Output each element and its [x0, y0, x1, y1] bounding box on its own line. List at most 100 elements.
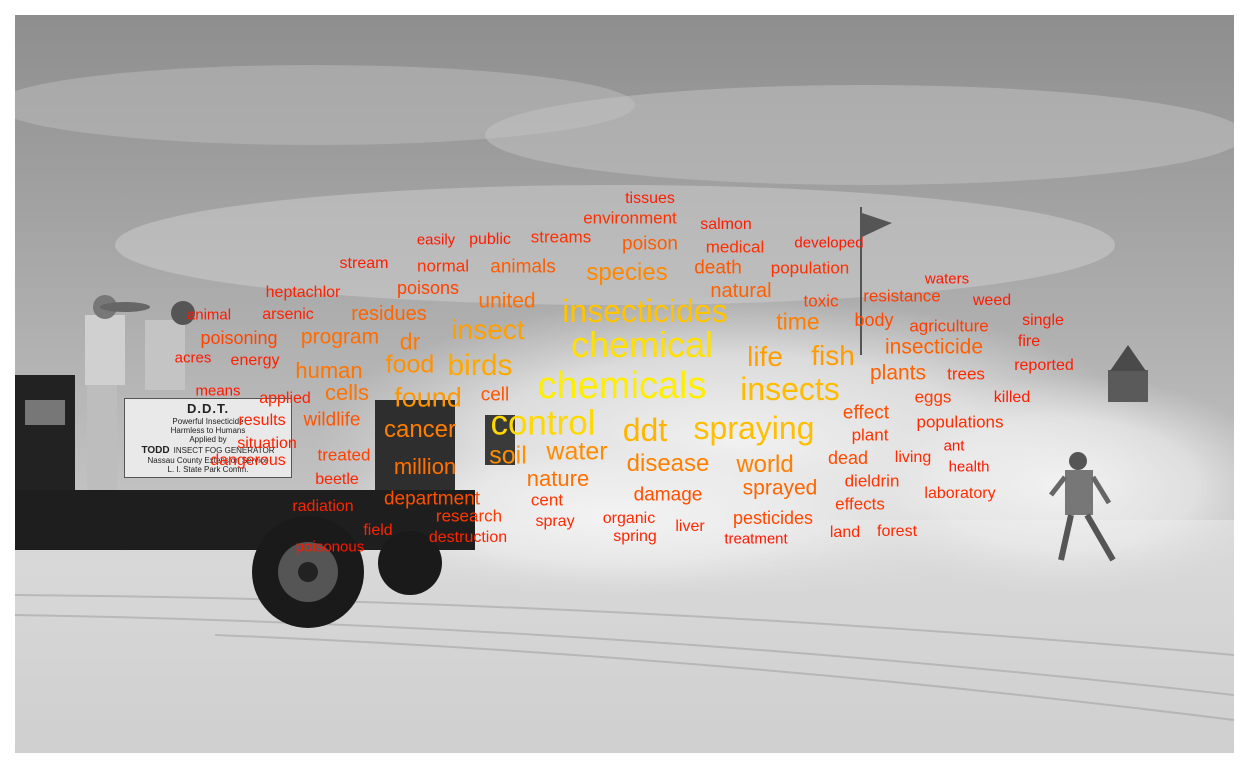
cloud-word-residues: residues: [351, 303, 427, 325]
cloud-word-beetle: beetle: [315, 471, 359, 488]
cloud-word-liver: liver: [675, 518, 705, 535]
cloud-word-cent: cent: [530, 490, 564, 510]
cloud-word-natural: natural: [710, 280, 772, 302]
cloud-word-damage: damage: [633, 484, 703, 506]
cloud-word-ddt: ddt: [622, 412, 668, 448]
cloud-word-animals: animals: [490, 256, 556, 278]
cloud-word-spray: spray: [535, 513, 575, 530]
cloud-word-trees: trees: [947, 364, 985, 384]
cloud-word-million: million: [393, 454, 457, 479]
cloud-word-poisonous: poisonous: [295, 538, 365, 556]
cloud-word-food: food: [385, 350, 435, 379]
cloud-word-water: water: [546, 437, 608, 466]
sign-line: Powerful Insecticide: [172, 416, 244, 426]
cloud-word-organic: organic: [602, 510, 656, 527]
cloud-word-salmon: salmon: [700, 216, 752, 233]
cloud-word-insecticide: insecticide: [884, 335, 984, 359]
cloud-word-acres: acres: [174, 349, 212, 367]
truck: [15, 375, 515, 628]
beach-spraying-scene: [15, 15, 1234, 753]
cloud-word-dieldrin: dieldrin: [844, 471, 900, 491]
cloud-word-field: field: [363, 522, 393, 539]
flagpole: [860, 207, 892, 355]
cloud-word-poisons: poisons: [396, 278, 460, 298]
cloud-word-population: population: [770, 258, 850, 278]
cloud-word-insecticides: insecticides: [562, 293, 728, 329]
cloud-word-living: living: [894, 449, 932, 466]
background-photo: [15, 15, 1234, 753]
cloud-word-birds: birds: [447, 349, 513, 382]
cloud-word-ant: ant: [943, 437, 965, 455]
cloud-word-dead: dead: [827, 448, 869, 468]
sign-brand: TODD: [141, 444, 170, 456]
cloud-word-single: single: [1022, 312, 1064, 329]
cloud-word-spring: spring: [613, 528, 657, 545]
cloud-word-research: research: [435, 506, 503, 526]
cloud-word-found: found: [394, 382, 462, 413]
cloud-word-destruction: destruction: [428, 529, 508, 546]
sign-line: Harmless to Humans: [170, 426, 246, 436]
cloud-word-radiation: radiation: [292, 498, 354, 515]
workers: [85, 295, 195, 490]
cloud-word-toxic: toxic: [803, 291, 839, 311]
cloud-word-normal: normal: [417, 256, 469, 276]
cloud-word-streams: streams: [530, 227, 592, 247]
cloud-word-death: death: [694, 257, 742, 279]
cloud-word-effects: effects: [835, 494, 885, 514]
cloud-word-waters: waters: [924, 270, 970, 288]
cloud-word-stream: stream: [339, 255, 389, 272]
cloud-word-nature: nature: [526, 466, 590, 491]
cloud-word-treatment: treatment: [724, 530, 788, 548]
cloud-word-disease: disease: [626, 450, 710, 477]
cloud-word-resistance: resistance: [863, 286, 941, 306]
cloud-word-soil: soil: [489, 441, 527, 470]
sign-line: Applied by: [189, 435, 227, 445]
cloud-word-life: life: [747, 341, 783, 372]
cloud-word-control: control: [490, 403, 596, 443]
cloud-word-killed: killed: [993, 389, 1031, 406]
cloud-word-chemicals: chemicals: [537, 365, 707, 407]
sign-line: INSECT FOG GENERATOR: [173, 445, 275, 455]
cloud-word-populations: populations: [916, 412, 1004, 432]
cloud-word-heptachlor: heptachlor: [265, 284, 341, 301]
sign-title: D.D.T.: [186, 401, 230, 416]
cloud-word-agriculture: agriculture: [909, 316, 989, 336]
cloud-word-program: program: [300, 325, 380, 349]
cloud-word-insect: insect: [451, 314, 525, 345]
cloud-word-public: public: [469, 231, 511, 248]
cloud-word-animal: animal: [186, 306, 232, 324]
cloud-word-world: world: [736, 451, 794, 478]
cloud-word-developed: developed: [794, 234, 864, 252]
cloud-word-arsenic: arsenic: [262, 306, 314, 323]
cloud-word-dangerous: dangerous: [210, 452, 286, 469]
cloud-word-body: body: [854, 310, 894, 330]
cloud-word-energy: energy: [230, 352, 280, 369]
tower: [1108, 345, 1148, 402]
cloud-word-plant: plant: [851, 425, 889, 445]
sign-line: L. I. State Park Comm.: [167, 465, 249, 475]
cloud-word-fire: fire: [1017, 333, 1041, 350]
cloud-word-forest: forest: [876, 523, 918, 540]
cloud-word-health: health: [948, 458, 990, 476]
cloud-word-effect: effect: [842, 402, 890, 424]
cloud-word-wildlife: wildlife: [303, 409, 361, 431]
cloud-word-sprayed: sprayed: [742, 476, 818, 500]
cloud-word-situation: situation: [237, 435, 297, 452]
cloud-word-species: species: [586, 259, 668, 286]
cloud-word-department: department: [383, 488, 481, 510]
cloud-word-spraying: spraying: [693, 410, 815, 446]
cloud-word-weed: weed: [972, 292, 1012, 309]
cloud-word-eggs: eggs: [914, 387, 952, 407]
cloud-word-cell: cell: [480, 384, 510, 406]
sign-line: Nassau County Extension Service: [147, 456, 269, 465]
cloud-word-poison: poison: [622, 233, 678, 255]
cloud-word-united: united: [478, 289, 536, 313]
cloud-word-insects: insects: [740, 371, 840, 407]
cloud-word-means: means: [195, 382, 241, 400]
cloud-word-human: human: [295, 358, 363, 383]
cloud-word-plants: plants: [869, 361, 927, 385]
cloud-word-results: results: [238, 412, 286, 429]
cloud-word-laboratory: laboratory: [924, 485, 996, 502]
cloud-word-applied: applied: [259, 390, 311, 407]
